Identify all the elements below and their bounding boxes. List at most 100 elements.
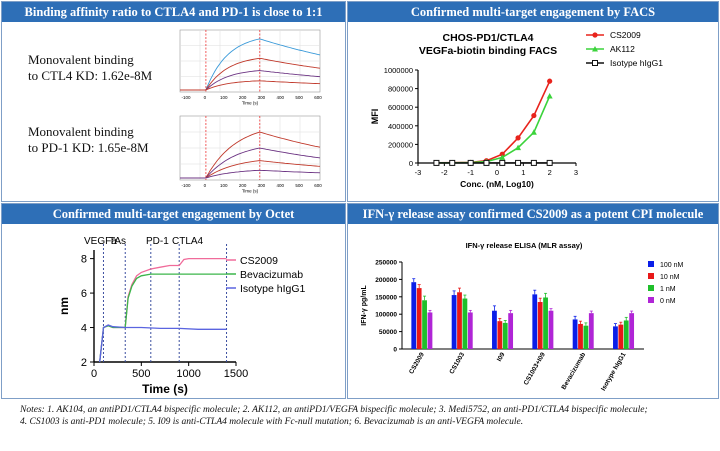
data-point <box>499 151 505 157</box>
x-tick-label: 500 <box>295 183 303 188</box>
sensor-curve <box>180 169 321 179</box>
data-point <box>530 129 537 135</box>
bar <box>457 292 462 349</box>
x-tick-label: 500 <box>295 95 303 100</box>
category-label: I09 <box>496 351 507 363</box>
bar <box>583 325 589 349</box>
bar <box>578 323 583 349</box>
legend-label: Isotype hIgG1 <box>240 283 306 295</box>
phase-label: CTLA4 <box>172 236 204 247</box>
data-point <box>546 93 553 99</box>
phase-label: TAs <box>109 236 126 247</box>
bar <box>588 313 594 349</box>
x-tick-label: 3 <box>574 168 578 177</box>
chart-title: IFN-γ release ELISA (MLR assay) <box>466 241 583 250</box>
x-axis-label: Time (s) <box>242 101 259 106</box>
x-tick-label: 300 <box>258 95 266 100</box>
bar <box>416 288 422 349</box>
legend-swatch <box>648 273 654 279</box>
legend-swatch <box>648 285 654 291</box>
legend-marker <box>592 60 598 66</box>
category-label: CS1003+I09 <box>523 351 547 386</box>
kd-line: Monovalent binding <box>28 52 134 67</box>
ifn-panel: IFN-γ release assay confirmed CS2009 as … <box>347 203 719 399</box>
y-tick-label: 200000 <box>375 277 397 284</box>
kd-line: Monovalent binding <box>28 124 134 139</box>
bar <box>629 313 635 349</box>
data-point <box>483 159 490 166</box>
bar <box>497 321 503 349</box>
bar <box>532 294 538 349</box>
data-point <box>547 78 553 84</box>
chart-title: CHOS-PD1/CTLA4 <box>442 32 533 44</box>
bar <box>451 295 457 349</box>
x-axis-label: Time (s) <box>242 189 259 194</box>
y-tick-label: 600000 <box>388 103 413 112</box>
x-tick-label: -100 <box>181 183 191 188</box>
x-tick-label: -2 <box>441 168 448 177</box>
bar <box>613 326 618 349</box>
data-point <box>515 159 522 166</box>
bar <box>462 298 468 349</box>
data-point <box>530 159 537 166</box>
legend-marker <box>592 32 598 38</box>
data-point <box>515 144 522 151</box>
note-line: 4. CS1003 is anti-PD1 molecule; 5. I09 i… <box>20 417 524 427</box>
ctla4-sensorgram: -100 0 100 200 300 400 500 600 Time (s) <box>179 29 322 106</box>
phase-label: PD-1 <box>146 236 169 247</box>
x-tick-label: 600 <box>314 95 322 100</box>
legend-label: 10 nM <box>660 274 680 281</box>
x-tick-label: 1500 <box>224 368 248 380</box>
y-tick-label: 8 <box>81 254 87 266</box>
pd1-sensorgram: -100 0 100 200 300 400 500 600 Time (s) <box>179 115 322 194</box>
bar <box>427 312 433 349</box>
y-tick-label: 100000 <box>375 312 397 319</box>
pd1-kd-label: Monovalent binding to PD-1 KD: 1.65e-8M <box>28 124 149 156</box>
legend-marker <box>592 46 598 52</box>
panel-title: Binding affinity ratio to CTLA4 and PD-1… <box>2 2 345 22</box>
bar <box>411 282 417 349</box>
series-line <box>99 324 227 363</box>
x-tick-label: 400 <box>277 95 285 100</box>
note-line: Notes: 1. AK104, an antiPD1/CTLA4 bispec… <box>20 405 648 415</box>
y-tick-label: 4 <box>81 323 87 335</box>
x-tick-label: 400 <box>277 183 285 188</box>
y-tick-label: 0 <box>393 347 397 354</box>
sensor-curve <box>180 80 321 91</box>
y-tick-label: 150000 <box>375 294 397 301</box>
kd-line: to PD-1 KD: 1.65e-8M <box>28 140 149 155</box>
data-point <box>499 154 506 160</box>
y-tick-label: 1000000 <box>384 66 413 75</box>
bar <box>623 320 629 349</box>
legend-label: CS2009 <box>610 30 641 40</box>
bar <box>572 319 578 349</box>
y-tick-label: 800000 <box>388 85 413 94</box>
x-tick-label: 2 <box>548 168 552 177</box>
series-line <box>99 273 227 363</box>
legend-label: 0 nM <box>660 298 676 305</box>
x-tick-label: 0 <box>204 95 207 100</box>
legend-label: Bevacizumab <box>240 269 303 281</box>
panel-title: Confirmed multi-target engagement by Oct… <box>2 204 345 224</box>
legend-swatch <box>648 261 654 267</box>
series-line <box>436 80 551 164</box>
x-tick-label: -100 <box>181 95 191 100</box>
y-tick-label: 400000 <box>388 122 413 131</box>
data-point <box>546 159 553 166</box>
facs-panel: Confirmed multi-target engagement by FAC… <box>347 1 719 202</box>
category-label: CS1003 <box>448 351 466 375</box>
x-tick-label: 200 <box>239 95 247 100</box>
panel-title: IFN-γ release assay confirmed CS2009 as … <box>348 204 718 224</box>
bar <box>618 324 624 349</box>
data-point <box>467 159 474 166</box>
legend-label: 1 nM <box>660 286 676 293</box>
x-tick-label: 200 <box>239 183 247 188</box>
data-point <box>499 159 506 166</box>
legend-label: CS2009 <box>240 255 278 267</box>
x-tick-label: 0 <box>91 368 97 380</box>
bar <box>492 310 497 349</box>
y-tick-label: 250000 <box>375 260 397 267</box>
legend-label: 100 nM <box>660 262 684 269</box>
